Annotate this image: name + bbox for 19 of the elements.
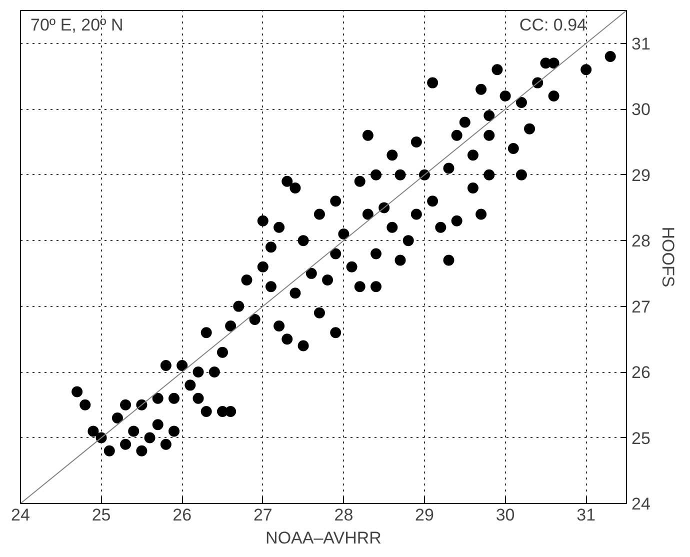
y-tick-label: 30 xyxy=(632,100,650,120)
y-tick-label: 25 xyxy=(632,428,650,448)
y-tick-label: 28 xyxy=(632,232,650,251)
annotation: 70º E, 20º N xyxy=(30,16,124,34)
x-tick-label: 25 xyxy=(92,506,111,524)
annotation: CC: 0.94 xyxy=(519,16,587,34)
x-tick-label: 28 xyxy=(334,506,354,524)
x-tick-label: 26 xyxy=(172,506,192,524)
x-tick-label: 29 xyxy=(415,506,434,524)
x-tick-label: 27 xyxy=(253,506,272,524)
x-tick-label: 31 xyxy=(576,506,596,524)
x-tick-label: 30 xyxy=(496,506,515,524)
y-tick-label: 31 xyxy=(632,34,650,54)
y-tick-label: 29 xyxy=(632,166,650,185)
x-axis-title: NOAA–AVHRR xyxy=(266,528,382,548)
x-tick-label: 24 xyxy=(11,506,30,524)
y-tick-label: 27 xyxy=(632,297,650,316)
y-tick-label: 26 xyxy=(632,363,650,382)
y-axis-title: HOOFS xyxy=(658,226,678,288)
